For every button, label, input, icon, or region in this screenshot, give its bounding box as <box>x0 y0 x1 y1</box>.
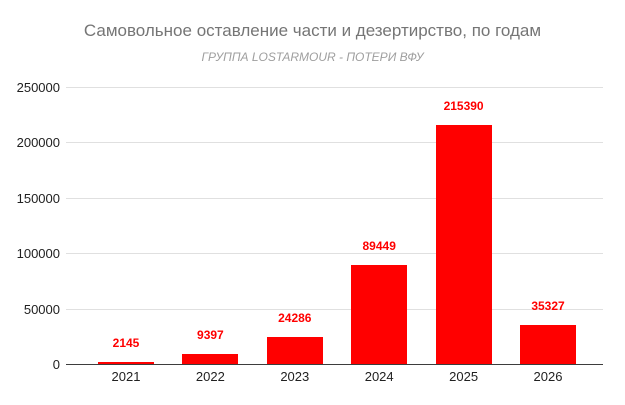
x-axis-label-2024: 2024 <box>364 369 394 384</box>
bar-value-label-2025: 215390 <box>443 99 484 114</box>
y-axis-tick-label: 200000 <box>16 135 60 151</box>
y-axis-tick-label: 150000 <box>16 190 60 206</box>
bar-2022 <box>182 353 239 364</box>
bar-value-label-2022: 9397 <box>197 327 224 342</box>
y-axis-tick-label: 50000 <box>23 301 60 317</box>
x-axis-label-2022: 2022 <box>195 369 225 384</box>
gridline <box>66 87 603 88</box>
chart-title: Самовольное оставление части и дезертирс… <box>83 21 542 40</box>
bar-value-label-2021: 2145 <box>112 335 140 350</box>
bar-value-label-2024: 89449 <box>362 238 396 253</box>
bar-value-label-2023: 24286 <box>278 311 312 326</box>
bar-2021 <box>98 361 154 364</box>
y-axis-tick-label: 100000 <box>16 246 60 262</box>
x-axis-label-2026: 2026 <box>533 369 563 384</box>
y-axis-tick-label: 250000 <box>16 80 60 95</box>
x-axis-label-2021: 2021 <box>111 369 141 384</box>
y-axis-tick-label: 0 <box>52 357 60 372</box>
x-axis-line <box>66 364 603 365</box>
bar-value-label-2026: 35327 <box>531 298 565 313</box>
bar-2025 <box>435 125 492 364</box>
gridline <box>66 309 603 310</box>
gridline <box>66 198 603 199</box>
gridline <box>66 253 603 254</box>
bar-2024 <box>351 264 408 364</box>
x-axis-label-2023: 2023 <box>280 369 310 384</box>
bar-2026 <box>520 324 576 364</box>
x-axis-label-2025: 2025 <box>449 369 479 384</box>
chart-subtitle: ГРУППА LOSTARMOUR - ПОТЕРИ ВФУ <box>201 50 424 64</box>
gridline <box>66 142 603 143</box>
bar-2023 <box>266 337 323 364</box>
